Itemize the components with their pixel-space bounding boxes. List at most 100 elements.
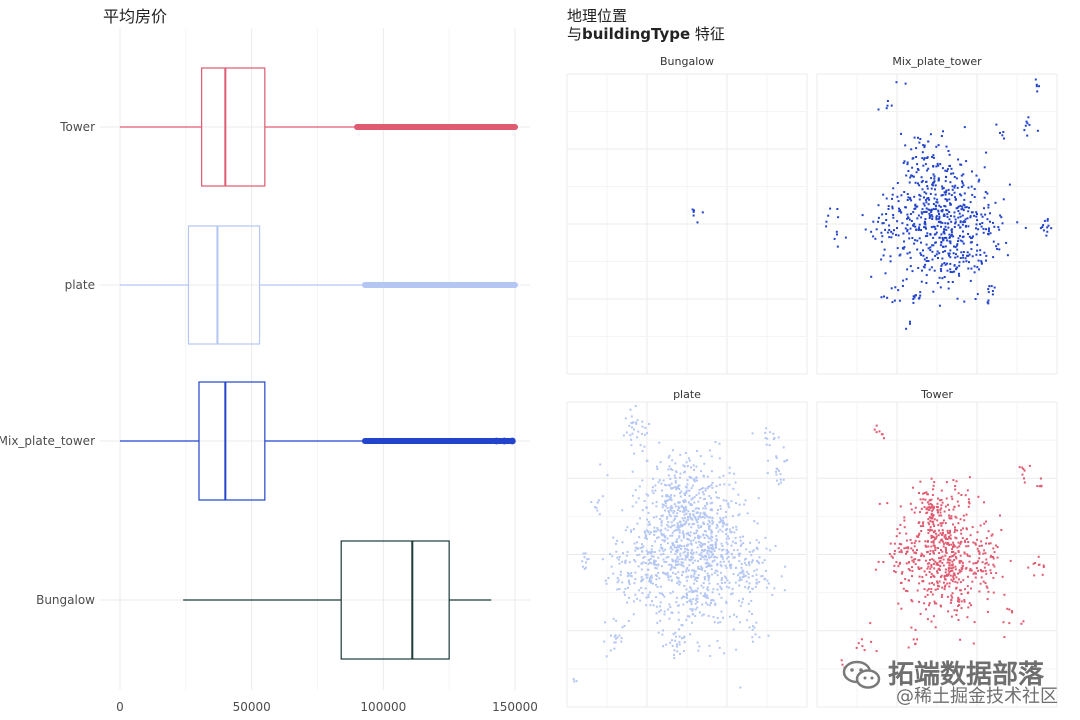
scatter-point bbox=[711, 573, 714, 576]
outlier-point bbox=[501, 437, 508, 445]
scatter-point bbox=[948, 508, 951, 511]
scatter-point bbox=[986, 598, 989, 601]
scatter-point bbox=[657, 536, 660, 539]
scatter-point bbox=[674, 550, 677, 552]
scatter-point bbox=[581, 560, 584, 563]
scatter-point bbox=[684, 547, 687, 550]
scatter-point bbox=[958, 569, 961, 572]
scatter-point bbox=[689, 515, 692, 518]
scatter-point bbox=[936, 547, 939, 550]
scatter-point bbox=[922, 521, 925, 524]
scatter-point bbox=[690, 526, 693, 529]
scatter-point bbox=[680, 505, 683, 508]
scatter-point bbox=[983, 207, 985, 210]
scatter-point bbox=[973, 621, 976, 624]
scatter-point bbox=[1003, 636, 1006, 639]
scatter-point bbox=[954, 536, 957, 539]
scatter-point bbox=[677, 526, 680, 529]
scatter-point bbox=[950, 515, 953, 518]
scatter-point bbox=[954, 565, 957, 568]
scatter-point bbox=[933, 481, 936, 484]
scatter-point bbox=[696, 587, 699, 590]
scatter-point bbox=[959, 554, 962, 557]
scatter-point bbox=[681, 564, 684, 567]
scatter-point bbox=[959, 257, 962, 259]
scatter-point bbox=[755, 582, 758, 585]
scatter-point bbox=[954, 246, 957, 249]
scatter-point bbox=[669, 534, 672, 537]
scatter-point bbox=[710, 599, 713, 602]
scatter-point bbox=[885, 219, 888, 221]
scatter-point bbox=[659, 605, 662, 608]
scatter-point bbox=[640, 562, 643, 565]
scatter-point bbox=[906, 230, 909, 233]
scatter-point bbox=[1003, 137, 1005, 140]
scatter-point bbox=[691, 497, 694, 500]
scatter-point bbox=[937, 497, 939, 500]
scatter-point bbox=[710, 455, 713, 458]
scatter-point bbox=[940, 264, 943, 267]
scatter-point bbox=[914, 539, 917, 542]
scatter-point bbox=[690, 587, 693, 590]
scatter-point bbox=[670, 567, 673, 570]
scatter-point bbox=[681, 558, 684, 560]
scatter-point bbox=[674, 481, 677, 484]
scatter-point bbox=[689, 517, 692, 520]
scatter-point bbox=[675, 487, 678, 490]
scatter-point bbox=[927, 521, 930, 524]
scatter-point bbox=[691, 518, 694, 521]
scatter-point bbox=[928, 198, 931, 201]
scatter-point bbox=[942, 239, 945, 242]
scatter-point bbox=[618, 562, 621, 565]
scatter-point bbox=[973, 265, 976, 268]
scatter-point bbox=[968, 560, 971, 563]
scatter-point bbox=[774, 545, 777, 547]
scatter-point bbox=[679, 652, 681, 655]
scatter-point bbox=[984, 582, 987, 585]
scatter-point bbox=[707, 516, 710, 519]
scatter-point bbox=[920, 211, 923, 214]
scatter-point bbox=[687, 510, 690, 513]
scatter-point bbox=[639, 547, 642, 550]
scatter-point bbox=[904, 589, 907, 592]
scatter-point bbox=[658, 577, 661, 580]
scatter-point bbox=[728, 586, 731, 589]
scatter-point bbox=[932, 562, 935, 565]
scatter-point bbox=[977, 560, 979, 563]
scatter-point bbox=[694, 507, 697, 510]
scatter-point bbox=[946, 170, 949, 173]
scatter-point bbox=[935, 535, 938, 538]
scatter-point bbox=[952, 543, 955, 546]
scatter-point bbox=[704, 489, 707, 492]
scatter-point bbox=[720, 610, 723, 613]
scatter-point bbox=[927, 140, 930, 143]
scatter-point bbox=[927, 260, 930, 262]
scatter-point bbox=[941, 194, 944, 196]
scatter-point bbox=[884, 272, 887, 275]
scatter-point bbox=[684, 494, 686, 496]
x-tick-label: 0 bbox=[116, 700, 124, 714]
scatter-point bbox=[914, 506, 917, 509]
scatter-point bbox=[951, 281, 954, 283]
scatter-point bbox=[925, 243, 928, 246]
scatter-point bbox=[947, 573, 950, 576]
scatter-point bbox=[652, 555, 655, 558]
scatter-point bbox=[919, 498, 922, 501]
scatter-point bbox=[944, 541, 947, 544]
scatter-point bbox=[679, 544, 681, 547]
scatter-point bbox=[704, 487, 707, 490]
scatter-point bbox=[985, 259, 987, 262]
scatter-point bbox=[970, 267, 973, 270]
watermark-sub-text: @稀土掘金技术社区 bbox=[896, 686, 1058, 707]
scatter-point bbox=[1034, 78, 1037, 81]
scatter-point bbox=[962, 173, 965, 176]
scatter-point bbox=[911, 569, 914, 572]
scatter-point bbox=[970, 248, 973, 251]
scatter-point bbox=[657, 528, 660, 531]
scatter-point bbox=[690, 498, 693, 501]
scatter-point bbox=[950, 194, 953, 197]
scatter-point bbox=[706, 549, 709, 552]
scatter-point bbox=[659, 619, 662, 622]
scatter-point bbox=[710, 602, 713, 604]
y-tick-label: Tower bbox=[59, 120, 95, 134]
